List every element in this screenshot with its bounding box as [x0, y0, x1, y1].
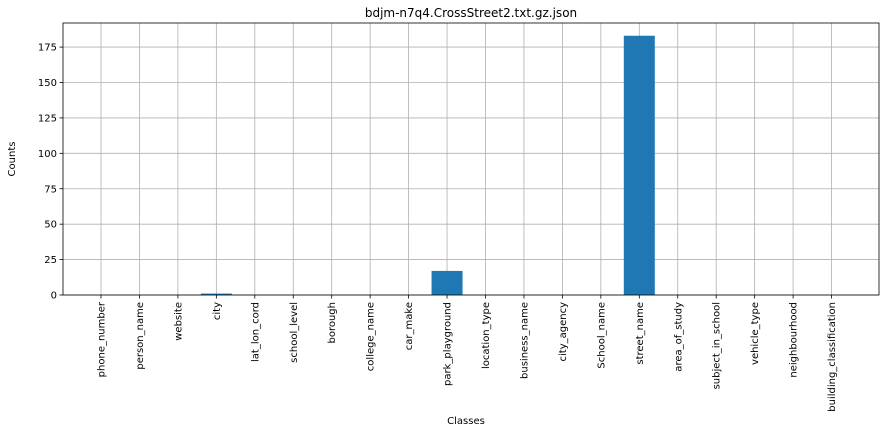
x-tick-label: location_type [481, 302, 492, 369]
x-axis-label: Classes [447, 416, 485, 427]
x-tick-label: website [173, 302, 184, 341]
chart-title: bdjm-n7q4.CrossStreet2.txt.gz.json [365, 6, 577, 20]
bars [200, 35, 655, 295]
x-tick-label: car_make [404, 302, 415, 350]
x-tick-label: park_playground [443, 302, 454, 386]
y-tick-label: 0 [51, 291, 57, 302]
x-tick-label: subject_in_school [712, 302, 723, 389]
y-tick-label: 50 [44, 220, 57, 231]
x-tick-label: person_name [135, 302, 146, 370]
x-tick-label: phone_number [97, 301, 108, 377]
x-tick-label: School_name [596, 302, 607, 369]
y-axis-ticks: 0 25 50 75 100 125 150 175 [38, 43, 63, 302]
x-tick-label: vehicle_type [750, 302, 761, 365]
x-tick-label: school_level [289, 302, 300, 363]
x-tick-label: street_name [635, 302, 646, 365]
y-tick-label: 175 [38, 43, 57, 54]
y-tick-label: 150 [38, 78, 57, 89]
y-tick-label: 25 [44, 255, 57, 266]
y-tick-label: 125 [38, 113, 57, 124]
x-tick-label: city [212, 302, 223, 320]
x-tick-label: city_agency [558, 302, 569, 362]
y-axis-label: Counts [7, 142, 18, 177]
bar-park-playground [431, 270, 463, 295]
x-tick-label: borough [327, 302, 338, 344]
y-tick-label: 100 [38, 149, 57, 160]
x-tick-label: area_of_study [673, 302, 684, 372]
plot-frame [62, 22, 880, 296]
x-axis-ticks: phone_number person_name website city lat_lo… [97, 295, 838, 412]
x-tick-label: college_name [366, 302, 377, 371]
x-tick-label: lat_lon_cord [250, 302, 261, 362]
bar-city [200, 293, 232, 295]
x-tick-label: business_name [519, 302, 530, 379]
y-tick-label: 75 [44, 184, 57, 195]
grid [63, 23, 879, 296]
x-tick-label: building_classification [827, 302, 838, 412]
x-tick-label: neighbourhood [789, 302, 800, 378]
bar-street-name [623, 35, 655, 295]
